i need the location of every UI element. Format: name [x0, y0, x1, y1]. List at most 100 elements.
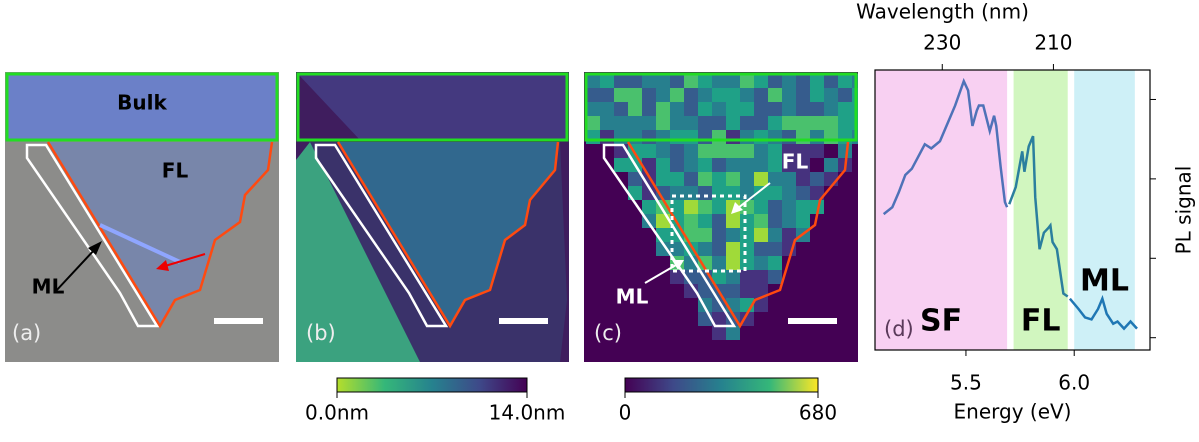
heat-cell: [698, 228, 712, 242]
heat-cell: [824, 88, 838, 102]
label: FL: [782, 150, 809, 174]
heat-cell: [614, 130, 628, 144]
arrow: [737, 182, 771, 209]
heat-cell: [712, 256, 726, 270]
heat-cell: [726, 88, 740, 102]
heat-cell: [726, 130, 740, 144]
heat-cell: [712, 326, 726, 340]
y-axis-label: PL signal: [1172, 166, 1196, 255]
heat-cell: [726, 214, 740, 228]
heat-cell: [768, 130, 782, 144]
x-tick-label: 6.0: [1058, 371, 1090, 395]
heat-cell: [740, 242, 754, 256]
label: FL: [162, 159, 189, 183]
heat-cell: [614, 74, 628, 88]
arrow: [164, 253, 206, 267]
heat-cell: [754, 242, 768, 256]
heat-cell: [586, 88, 600, 102]
heat-cell: [810, 158, 824, 172]
heat-cell: [670, 130, 684, 144]
heat-cell: [698, 256, 712, 270]
heat-cell: [670, 270, 684, 284]
heat-cell: [838, 116, 852, 130]
roi: [670, 194, 747, 273]
heat-cell: [670, 172, 684, 186]
heat-cell: [698, 242, 712, 256]
heat-cell: [712, 172, 726, 186]
x-axis-label: Energy (eV): [954, 400, 1072, 424]
heat-cell: [754, 172, 768, 186]
heat-cell: [740, 102, 754, 116]
heat-cell: [670, 242, 684, 256]
bulk-box: [584, 72, 858, 142]
heat-cell: [614, 116, 628, 130]
line: [882, 77, 1009, 216]
heat-cell: [768, 256, 782, 270]
heat-cell: [796, 214, 810, 228]
heat-cell: [726, 158, 740, 172]
heat-cell: [838, 74, 852, 88]
heat-cell: [670, 186, 684, 200]
heat-cell: [642, 144, 656, 158]
bulk-box: [5, 72, 279, 142]
flake: [338, 142, 558, 326]
heat-cell: [712, 228, 726, 242]
heat-cell: [586, 130, 600, 144]
heat-cell: [754, 270, 768, 284]
panel-label: (a): [12, 321, 41, 345]
heat-cell: [810, 102, 824, 116]
region-label: SF: [920, 304, 962, 339]
heat-cell: [712, 74, 726, 88]
heat-cell: [782, 102, 796, 116]
line: [1068, 294, 1138, 331]
region-label: FL: [1021, 304, 1061, 339]
heat-cell: [740, 228, 754, 242]
scale-bar: [214, 318, 263, 324]
heat-cell: [684, 116, 698, 130]
panel-label: (c): [594, 321, 622, 345]
x2-tick-label: 210: [1034, 31, 1072, 55]
heat-cell: [740, 172, 754, 186]
heat-cell: [782, 214, 796, 228]
heat-cell: [852, 74, 858, 88]
heat-cell: [768, 158, 782, 172]
heat-cell: [642, 130, 656, 144]
ml-outline: [314, 143, 449, 328]
heat-cell: [684, 130, 698, 144]
heat-cell: [852, 116, 858, 130]
heat-cell: [740, 116, 754, 130]
ml-outline: [602, 143, 737, 328]
heat-cell: [670, 88, 684, 102]
heat-cell: [754, 158, 768, 172]
scale-bar: [788, 318, 837, 324]
heat-cell: [726, 242, 740, 256]
arrow-head: [731, 202, 743, 214]
arrow-head: [88, 241, 102, 255]
heat-cell: [726, 228, 740, 242]
heat-cell: [796, 88, 810, 102]
arrow: [54, 247, 97, 293]
heat-cell: [782, 158, 796, 172]
panel-a: Bulk FL ML (a): [5, 72, 279, 362]
heat-cell: [838, 144, 852, 158]
heat-cell: [726, 116, 740, 130]
heat-cell: [768, 116, 782, 130]
heat-cell: [824, 74, 838, 88]
heat-cell: [642, 74, 656, 88]
heat-cell: [684, 228, 698, 242]
heat-cell: [740, 256, 754, 270]
panel-c: FL ML (c): [584, 72, 858, 362]
heat-cell: [768, 214, 782, 228]
heat-cell: [656, 74, 670, 88]
colorbar-tick-label: 14.0nm: [489, 401, 566, 425]
heat-cell: [684, 74, 698, 88]
heat-cell: [852, 130, 858, 144]
heat-cell: [768, 144, 782, 158]
heat-cell: [726, 284, 740, 298]
heat-cell: [824, 158, 838, 172]
heat-cell: [614, 158, 628, 172]
heat-cell: [740, 144, 754, 158]
heat-cell: [740, 88, 754, 102]
heat-cell: [628, 74, 642, 88]
heat-cell: [726, 256, 740, 270]
